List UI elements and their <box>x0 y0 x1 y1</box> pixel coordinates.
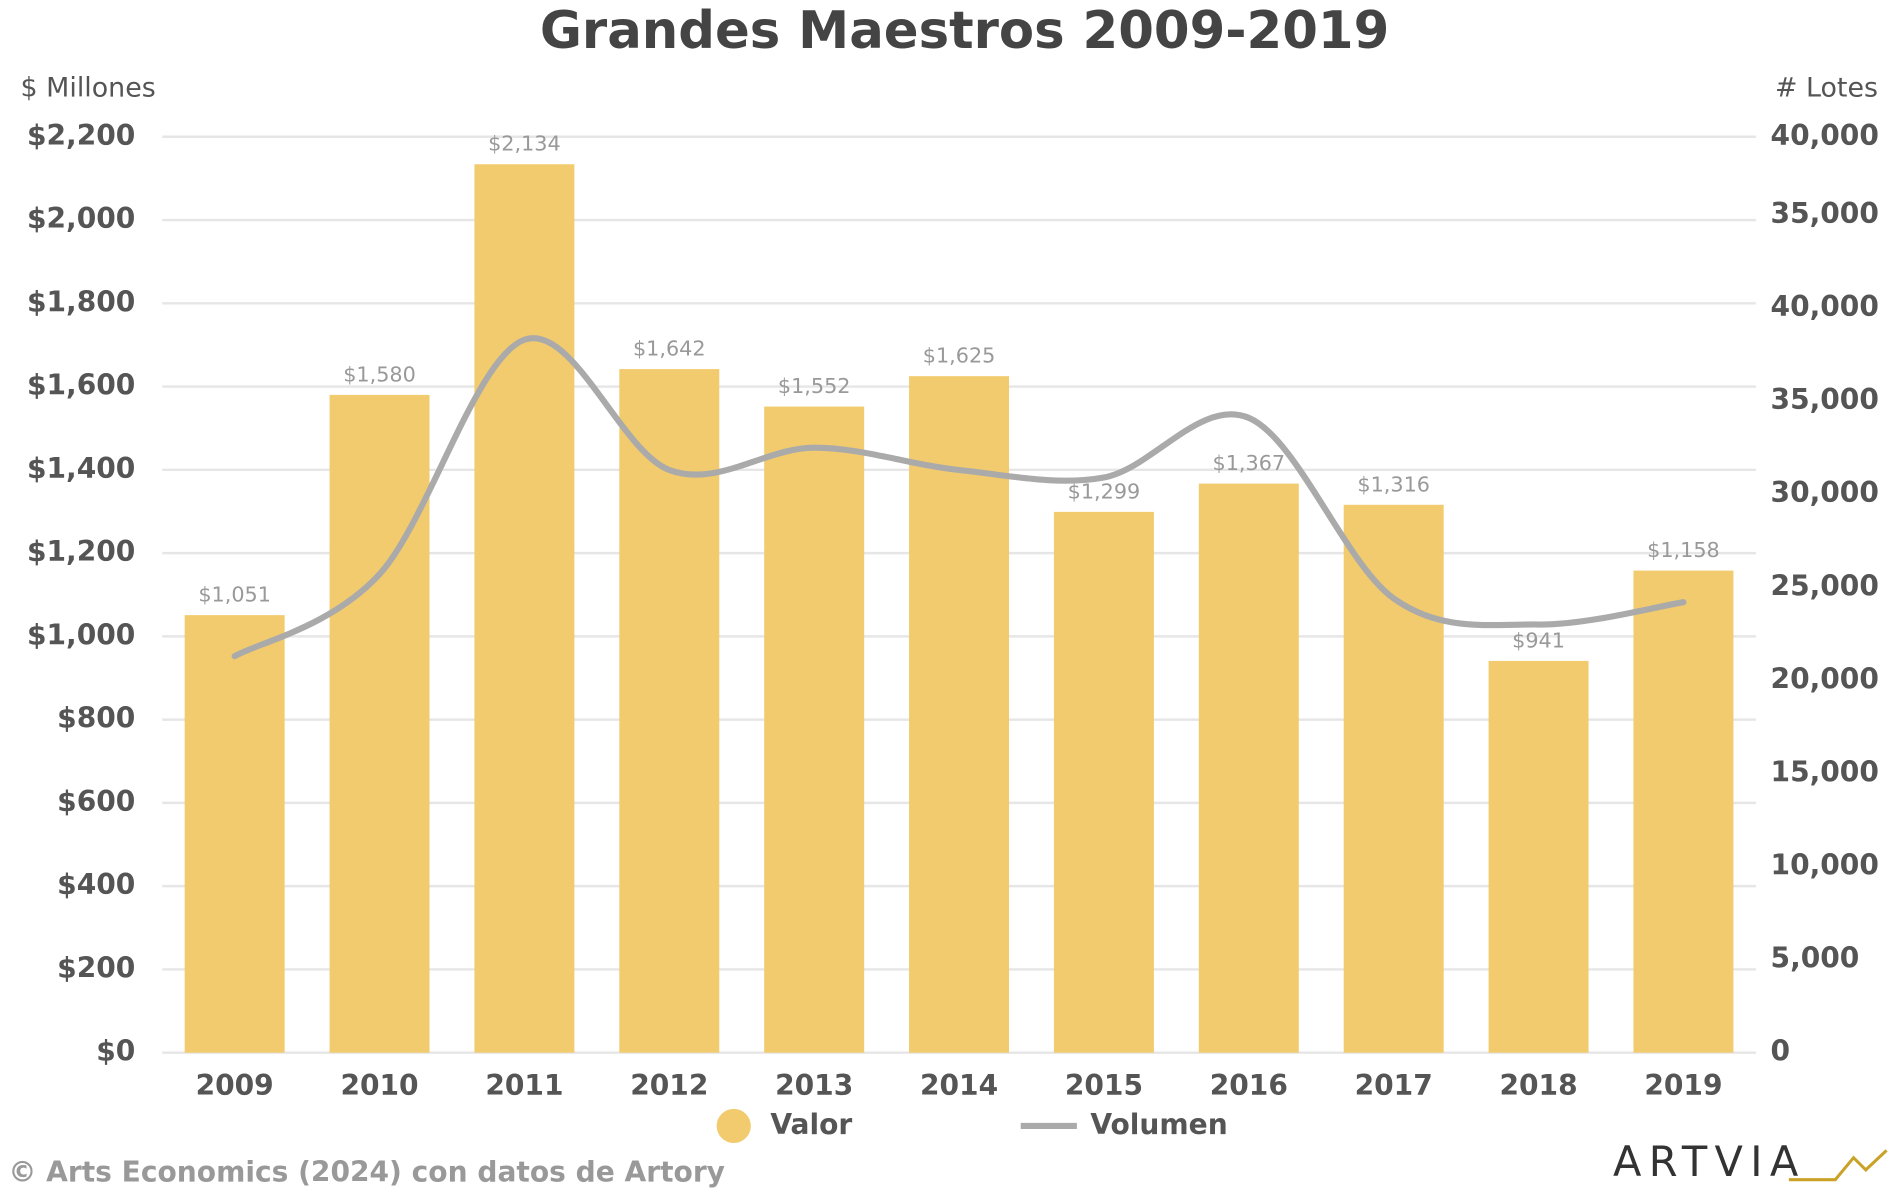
line <box>231 335 1687 660</box>
bar <box>619 369 720 1053</box>
y2-tick-label: 40,000 <box>1771 290 1879 323</box>
y-tick-label: $1,800 <box>27 285 135 318</box>
bar <box>764 406 865 1053</box>
y-tick-label: $2,000 <box>27 202 135 235</box>
legend-label: Valor <box>770 1108 852 1141</box>
y-tick-label: $1,200 <box>27 535 135 568</box>
y-tick-label: $1,600 <box>27 369 135 402</box>
data-label: $1,299 <box>1068 479 1141 503</box>
data-label: $941 <box>1512 628 1565 652</box>
y2-tick-label: 25,000 <box>1771 569 1879 602</box>
x-tick-label: 2015 <box>1065 1069 1143 1102</box>
y-axis-label: $ Millones <box>21 73 156 104</box>
x-tick-label: 2018 <box>1499 1069 1577 1102</box>
y-tick-label: $0 <box>96 1035 135 1068</box>
y-tick-label: $600 <box>57 785 135 818</box>
bar <box>909 376 1010 1053</box>
x-tick-label: 2019 <box>1644 1069 1722 1102</box>
y2-tick-label: 35,000 <box>1771 197 1879 230</box>
y2-tick-label: 30,000 <box>1771 476 1879 509</box>
y2-axis-label: # Lotes <box>1775 73 1878 104</box>
data-label: $1,625 <box>923 344 996 368</box>
x-tick-label: 2009 <box>196 1069 274 1102</box>
y2-tick-label: 35,000 <box>1771 383 1879 416</box>
bar <box>1053 511 1154 1053</box>
y2-tick-label: 40,000 <box>1771 119 1879 152</box>
bar <box>1488 660 1589 1053</box>
x-tick-label: 2011 <box>485 1069 563 1102</box>
y-tick-label: $800 <box>57 702 135 735</box>
data-label: $1,051 <box>198 583 271 607</box>
logo: ARTVIA <box>1613 1137 1806 1186</box>
bar <box>1343 504 1444 1053</box>
x-tick-label: 2010 <box>340 1069 418 1102</box>
data-label: $1,580 <box>343 362 416 386</box>
bar <box>474 164 575 1053</box>
y-tick-label: $1,000 <box>27 618 135 651</box>
logo-mark <box>1788 1149 1888 1182</box>
x-tick-label: 2012 <box>630 1069 708 1102</box>
y-tick-label: $2,200 <box>27 119 135 152</box>
y2-tick-label: 5,000 <box>1771 942 1860 975</box>
x-tick-label: 2017 <box>1355 1069 1433 1102</box>
y2-tick-label: 10,000 <box>1771 849 1879 882</box>
data-label: $2,134 <box>488 132 561 156</box>
data-label: $1,367 <box>1213 451 1286 475</box>
bar <box>1633 570 1734 1053</box>
y-tick-label: $400 <box>57 868 135 901</box>
y2-tick-label: 0 <box>1771 1035 1791 1068</box>
y-tick-label: $1,400 <box>27 452 135 485</box>
x-tick-label: 2016 <box>1210 1069 1288 1102</box>
y-tick-label: $200 <box>57 951 135 984</box>
data-label: $1,158 <box>1647 538 1720 562</box>
x-tick-label: 2014 <box>920 1069 998 1102</box>
data-label: $1,552 <box>778 374 851 398</box>
y2-tick-label: 15,000 <box>1771 755 1879 788</box>
bar <box>184 615 285 1053</box>
source-note: © Arts Economics (2024) con datos de Art… <box>8 1156 725 1189</box>
x-tick-label: 2013 <box>775 1069 853 1102</box>
data-label: $1,642 <box>633 337 706 361</box>
chart-title: Grandes Maestros 2009-2019 <box>540 1 1389 61</box>
bar <box>329 394 430 1053</box>
data-label: $1,316 <box>1357 472 1430 496</box>
legend-swatch <box>716 1108 751 1144</box>
bar <box>1198 483 1299 1053</box>
legend-label: Volumen <box>1090 1108 1227 1141</box>
y2-tick-label: 20,000 <box>1771 662 1879 695</box>
